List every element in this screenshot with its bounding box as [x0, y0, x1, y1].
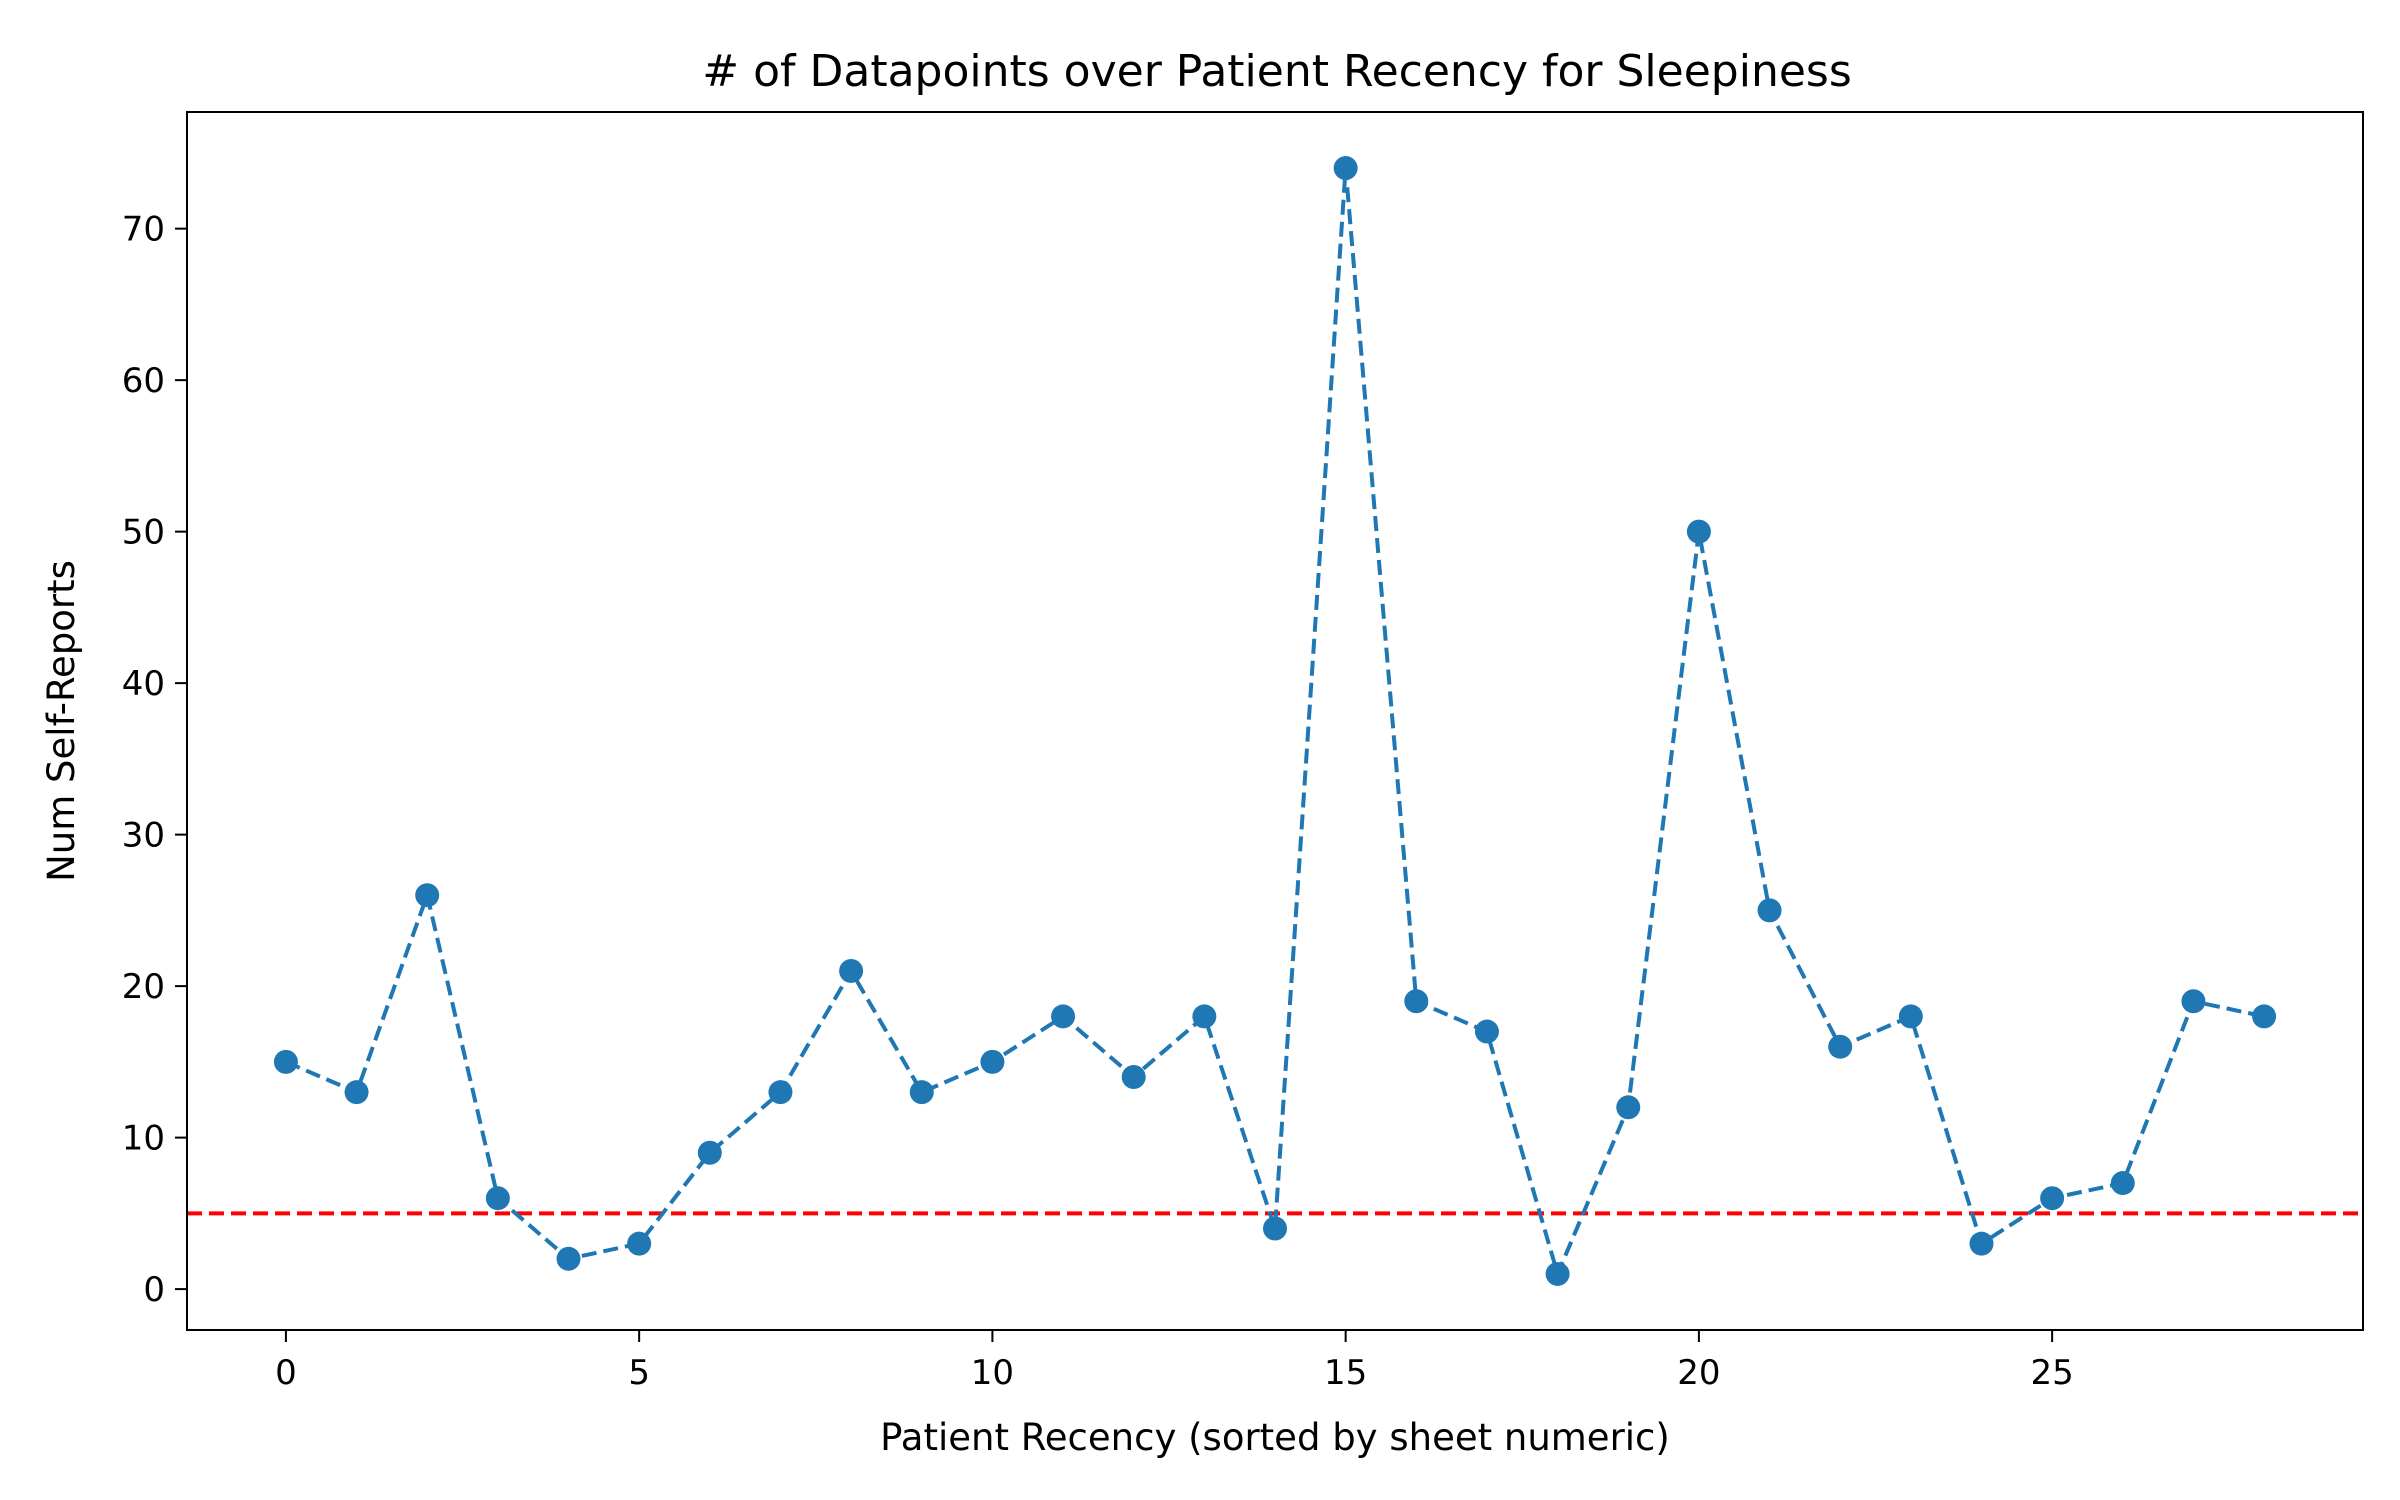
data-point — [980, 1049, 1005, 1074]
x-tick-label: 20 — [1677, 1353, 1720, 1393]
data-point — [485, 1186, 510, 1211]
data-point — [556, 1246, 581, 1271]
series-line — [285, 166, 2265, 1276]
x-axis-label: Patient Recency (sorted by sheet numeric… — [880, 1416, 1670, 1459]
data-point — [627, 1231, 652, 1256]
y-tick-label: 0 — [143, 1270, 165, 1310]
x-tick-label: 15 — [1324, 1353, 1367, 1393]
chart-title: # of Datapoints over Patient Recency for… — [702, 46, 1852, 97]
data-point — [1121, 1065, 1146, 1090]
y-axis-label: Num Self-Reports — [40, 560, 83, 882]
x-tick-label: 0 — [275, 1353, 297, 1393]
plot-frame — [186, 111, 2364, 1331]
y-tick-label: 10 — [122, 1119, 165, 1159]
x-tick-label: 5 — [628, 1353, 650, 1393]
data-point — [2040, 1186, 2065, 1211]
data-point — [768, 1080, 793, 1105]
data-point — [1404, 989, 1429, 1014]
data-point — [1828, 1034, 1853, 1059]
x-axis: 0 5 10 15 20 25 — [275, 1330, 2074, 1393]
data-point — [1686, 519, 1711, 544]
data-point — [839, 958, 864, 983]
data-point — [1616, 1095, 1641, 1120]
data-point — [1757, 898, 1782, 923]
data-point — [1333, 156, 1358, 181]
data-point — [1898, 1004, 1923, 1029]
data-point — [1545, 1261, 1570, 1286]
data-point — [1051, 1004, 1076, 1029]
y-tick-label: 20 — [122, 967, 165, 1007]
data-point — [1474, 1019, 1499, 1044]
y-tick-label: 40 — [122, 664, 165, 704]
data-point — [273, 1049, 298, 1074]
data-point — [909, 1080, 934, 1105]
data-point — [415, 883, 440, 908]
plot-area — [187, 156, 2363, 1286]
data-point — [1192, 1004, 1217, 1029]
data-point — [697, 1140, 722, 1165]
x-tick-label: 25 — [2031, 1353, 2074, 1393]
y-tick-label: 50 — [122, 513, 165, 553]
data-point — [2110, 1171, 2135, 1196]
data-point — [1969, 1231, 1994, 1256]
data-point — [2181, 989, 2206, 1014]
x-tick-label: 10 — [971, 1353, 1014, 1393]
y-tick-label: 70 — [122, 210, 165, 250]
y-tick-label: 30 — [122, 816, 165, 856]
data-point — [2252, 1004, 2277, 1029]
data-point — [344, 1080, 369, 1105]
y-tick-label: 60 — [122, 361, 165, 401]
y-axis: 0 10 20 30 40 50 60 70 — [122, 210, 187, 1310]
data-point — [1263, 1216, 1287, 1241]
